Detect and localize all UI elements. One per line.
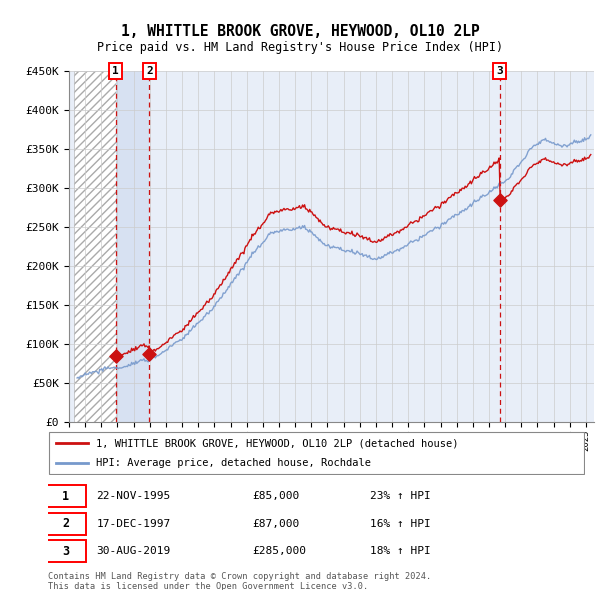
- Text: Price paid vs. HM Land Registry's House Price Index (HPI): Price paid vs. HM Land Registry's House …: [97, 41, 503, 54]
- Text: £285,000: £285,000: [252, 546, 306, 556]
- Point: [111, 351, 121, 360]
- FancyBboxPatch shape: [49, 432, 584, 474]
- Text: £85,000: £85,000: [252, 491, 299, 501]
- Text: HPI: Average price, detached house, Rochdale: HPI: Average price, detached house, Roch…: [97, 458, 371, 467]
- Text: 1, WHITTLE BROOK GROVE, HEYWOOD, OL10 2LP (detached house): 1, WHITTLE BROOK GROVE, HEYWOOD, OL10 2L…: [97, 438, 459, 448]
- Text: 1: 1: [112, 66, 119, 76]
- Text: 30-AUG-2019: 30-AUG-2019: [97, 546, 170, 556]
- Text: 3: 3: [496, 66, 503, 76]
- Text: Contains HM Land Registry data © Crown copyright and database right 2024.: Contains HM Land Registry data © Crown c…: [48, 572, 431, 581]
- Text: 1: 1: [62, 490, 69, 503]
- Text: £87,000: £87,000: [252, 519, 299, 529]
- Text: 23% ↑ HPI: 23% ↑ HPI: [370, 491, 431, 501]
- Text: 3: 3: [62, 545, 69, 558]
- Bar: [74, 71, 116, 422]
- Text: 22-NOV-1995: 22-NOV-1995: [97, 491, 170, 501]
- Bar: [116, 71, 149, 422]
- Text: 2: 2: [62, 517, 69, 530]
- FancyBboxPatch shape: [46, 540, 86, 562]
- Text: 1, WHITTLE BROOK GROVE, HEYWOOD, OL10 2LP: 1, WHITTLE BROOK GROVE, HEYWOOD, OL10 2L…: [121, 24, 479, 38]
- Text: 16% ↑ HPI: 16% ↑ HPI: [370, 519, 431, 529]
- FancyBboxPatch shape: [46, 513, 86, 535]
- Text: 2: 2: [146, 66, 152, 76]
- FancyBboxPatch shape: [46, 485, 86, 507]
- Text: This data is licensed under the Open Government Licence v3.0.: This data is licensed under the Open Gov…: [48, 582, 368, 590]
- Point: [145, 349, 154, 359]
- Text: 17-DEC-1997: 17-DEC-1997: [97, 519, 170, 529]
- Text: 18% ↑ HPI: 18% ↑ HPI: [370, 546, 431, 556]
- Point: [495, 195, 505, 204]
